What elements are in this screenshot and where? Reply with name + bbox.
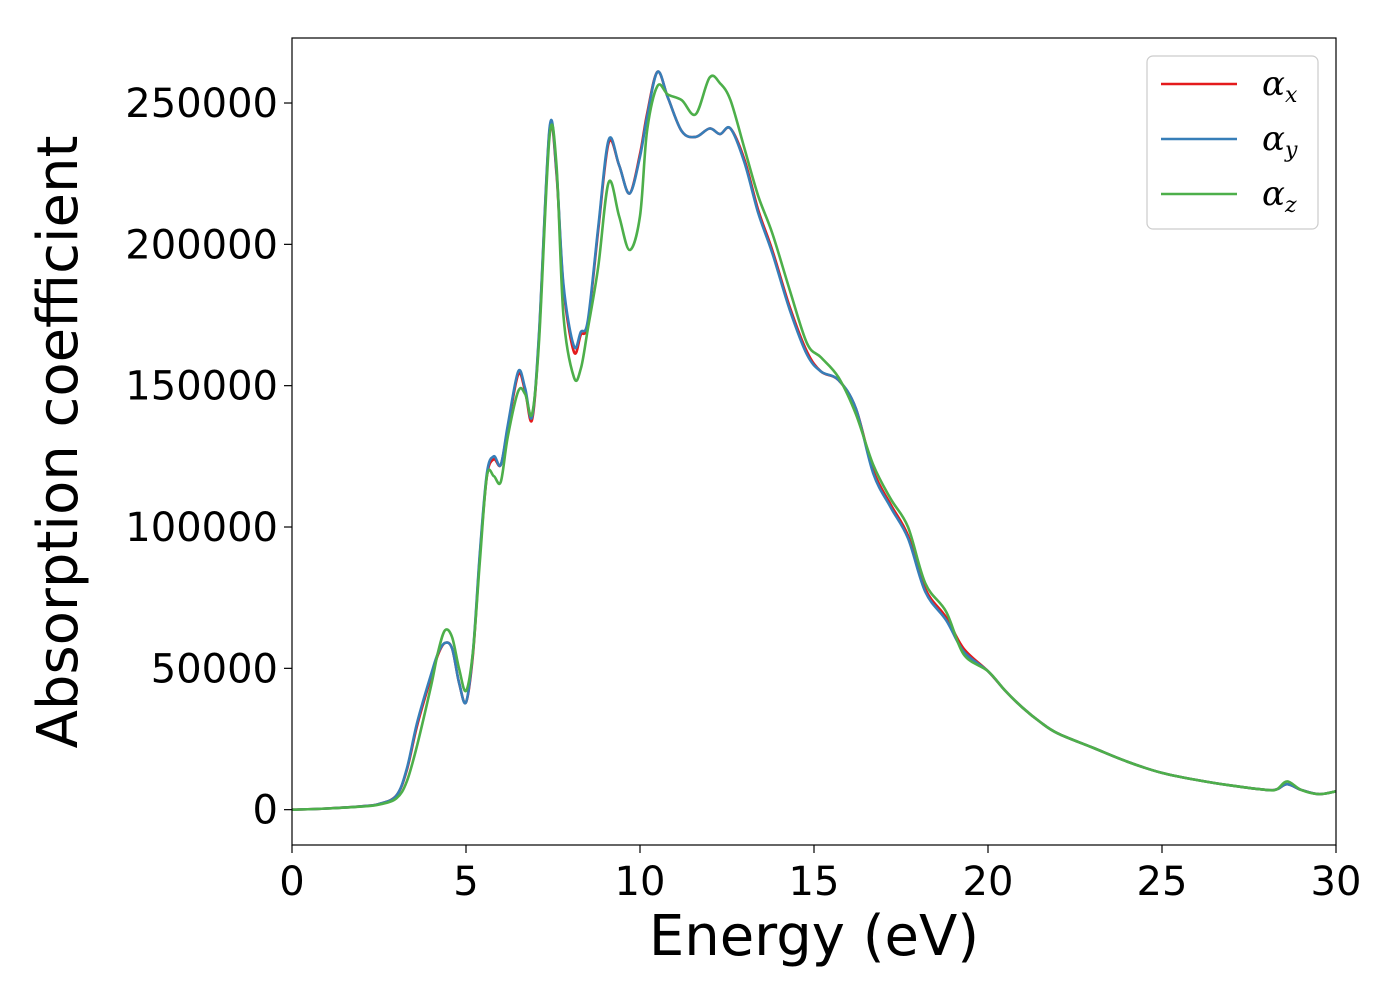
y-tick-label: 50000 xyxy=(151,646,278,692)
legend-box xyxy=(1146,55,1319,230)
legend-label-x: αx xyxy=(1262,64,1298,108)
y-tick-label: 0 xyxy=(253,788,278,834)
legend-label-y: αy xyxy=(1262,119,1298,163)
legend-subscript: y xyxy=(1284,138,1298,163)
y-axis-label: Absorption coefficient xyxy=(26,136,91,749)
series-layer xyxy=(292,70,1336,811)
legend-symbol: α xyxy=(1262,174,1285,214)
y-tick-label: 250000 xyxy=(125,81,278,127)
series-line-z xyxy=(292,74,1336,811)
x-tick-label: 15 xyxy=(789,859,840,905)
legend-symbol: α xyxy=(1262,64,1285,104)
y-axis-ticks: 0 50000 100000 150000 200000 250000 xyxy=(125,81,292,834)
x-tick-label: 20 xyxy=(963,859,1014,905)
y-tick-label: 100000 xyxy=(125,505,278,551)
x-tick-label: 0 xyxy=(279,859,304,905)
x-tick-label: 25 xyxy=(1137,859,1188,905)
x-axis-label: Energy (eV) xyxy=(649,904,979,969)
x-tick-label: 10 xyxy=(615,859,666,905)
x-axis-ticks: 0 5 10 15 20 25 30 xyxy=(279,845,1361,905)
legend-subscript: z xyxy=(1284,193,1297,218)
legend-label-z: αz xyxy=(1262,174,1297,218)
y-tick-label: 150000 xyxy=(125,364,278,410)
x-tick-label: 30 xyxy=(1311,859,1362,905)
x-tick-label: 5 xyxy=(453,859,478,905)
y-tick-label: 200000 xyxy=(125,222,278,268)
legend-subscript: x xyxy=(1285,83,1298,108)
legend-symbol: α xyxy=(1262,119,1285,159)
